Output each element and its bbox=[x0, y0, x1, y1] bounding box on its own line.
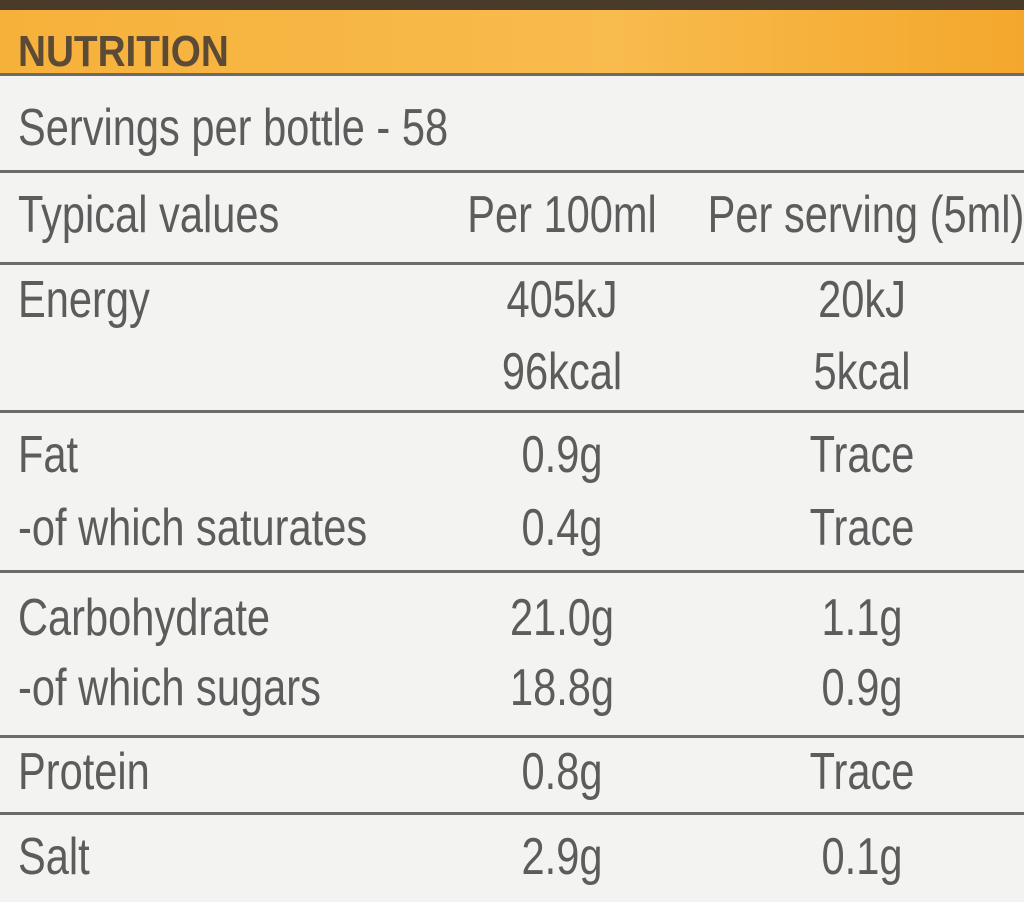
per-100ml: 0.8g bbox=[521, 743, 603, 801]
row-label: -of which saturates bbox=[18, 499, 368, 557]
title: NUTRITION bbox=[18, 27, 229, 76]
per-100ml: 0.9g bbox=[521, 426, 603, 484]
per-serving: Trace bbox=[809, 426, 915, 484]
per-serving: Trace bbox=[809, 499, 915, 557]
per-100ml: 18.8g bbox=[509, 659, 615, 717]
row-label: Protein bbox=[18, 743, 150, 801]
per-serving: 0.1g bbox=[821, 828, 903, 886]
column-header: Typical values bbox=[18, 186, 280, 244]
per-serving: Trace bbox=[809, 743, 915, 801]
per-100ml: 21.0g bbox=[509, 589, 615, 647]
row-label: Carbohydrate bbox=[18, 589, 271, 647]
per-100ml: 405kJ bbox=[506, 271, 618, 329]
per-serving: 0.9g bbox=[821, 659, 903, 717]
servings: Servings per bottle - 58 bbox=[18, 99, 449, 157]
rule bbox=[0, 812, 1024, 815]
rule bbox=[0, 410, 1024, 413]
rule bbox=[0, 570, 1024, 573]
top-strip bbox=[0, 0, 1024, 10]
column-header: Per 100ml bbox=[467, 186, 657, 244]
per-100ml: 0.4g bbox=[521, 499, 603, 557]
per-serving: 20kJ bbox=[818, 271, 906, 329]
row-label: Salt bbox=[18, 828, 90, 886]
rule bbox=[0, 735, 1024, 738]
per-serving: 1.1g bbox=[821, 589, 903, 647]
per-100ml: 2.9g bbox=[521, 828, 603, 886]
rule bbox=[0, 73, 1024, 76]
row-label: Fat bbox=[18, 426, 79, 484]
column-header: Per serving (5ml) bbox=[707, 186, 1024, 244]
per-serving: 5kcal bbox=[813, 343, 911, 401]
banner: NUTRITION bbox=[0, 10, 1024, 76]
row-label: Energy bbox=[18, 271, 150, 329]
per-100ml: 96kcal bbox=[501, 343, 623, 401]
rule bbox=[0, 262, 1024, 265]
rule bbox=[0, 170, 1024, 173]
row-label: -of which sugars bbox=[18, 659, 321, 717]
